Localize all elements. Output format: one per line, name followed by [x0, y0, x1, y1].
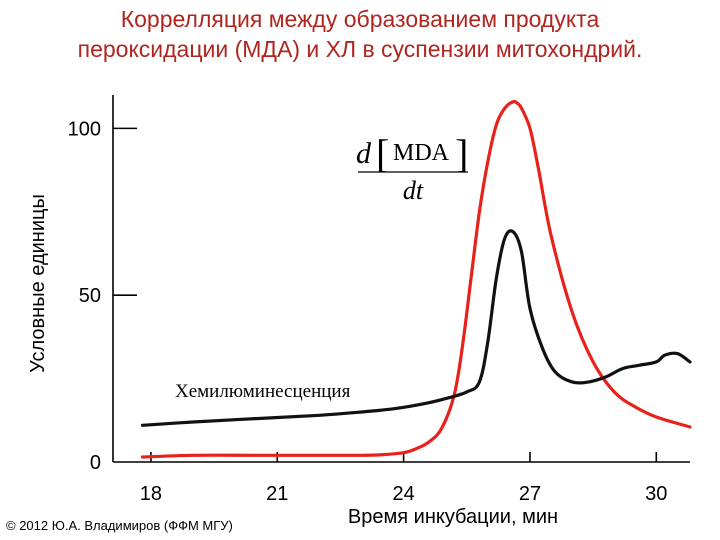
series-line-chemiluminescence	[140, 229, 692, 427]
x-axis-label: Время инкубации, мин	[348, 506, 558, 528]
x-tick-label: 21	[266, 483, 288, 505]
mda-denominator: dt	[403, 176, 424, 205]
series-line-mda-rate	[140, 99, 692, 459]
mda-numerator-label: MDA	[393, 140, 450, 166]
mda-right-bracket: ]	[455, 131, 468, 176]
y-tick-label: 0	[90, 452, 101, 474]
chart-title: Коррелляция между образованием продукта …	[0, 4, 720, 64]
y-axis-label: Условные единицы	[27, 194, 49, 373]
x-tick-label: 24	[392, 483, 414, 505]
copyright: © 2012 Ю.А. Владимиров (ФФМ МГУ)	[6, 518, 233, 533]
chart-title-line2: пероксидации (МДА) и ХЛ в суспензии мито…	[77, 36, 643, 62]
series-layer	[140, 99, 692, 459]
mda-numerator-d: d	[356, 137, 372, 170]
y-tick-label: 100	[68, 118, 101, 140]
mda-left-bracket: [	[376, 131, 389, 176]
chemiluminescence-label: Хемилюминесценция	[175, 381, 351, 402]
x-tick-label: 30	[645, 483, 667, 505]
y-tick-label: 50	[79, 285, 101, 307]
x-tick-label: 18	[140, 483, 162, 505]
ticks: 0 50 100 18 21 24 27 30	[68, 118, 668, 505]
axes	[112, 95, 690, 463]
x-tick-label: 27	[519, 483, 541, 505]
chart-title-line1: Коррелляция между образованием продукта	[120, 6, 600, 32]
mda-annotation: d [ MDA ] dt	[356, 131, 468, 205]
